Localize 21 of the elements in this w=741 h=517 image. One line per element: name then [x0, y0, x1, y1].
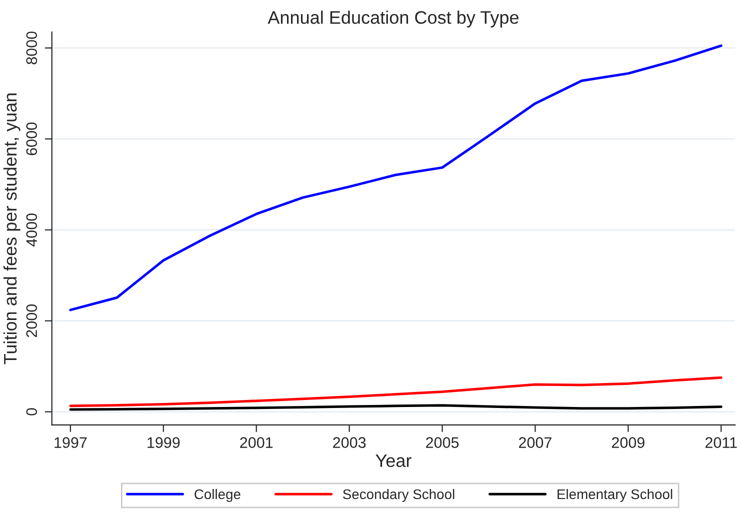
legend-label: Elementary School: [558, 488, 672, 502]
x-tick-label: 2003: [333, 437, 366, 448]
x-tick-label: 2001: [240, 437, 273, 448]
x-tick-label: 2005: [426, 437, 459, 448]
x-tick-label: 1997: [54, 437, 87, 448]
x-tick-label: 1999: [148, 437, 180, 448]
y-tick-label: 2000: [26, 304, 38, 338]
y-tick-label: 6000: [26, 122, 38, 156]
x-tick-label: 2009: [612, 437, 644, 448]
chart-title: Annual Education Cost by Type: [268, 10, 518, 28]
y-axis-title: Tuition and fees per student, yuan: [3, 94, 20, 364]
x-axis-title: Year: [376, 454, 412, 468]
y-tick-label: 8000: [26, 32, 38, 64]
y-tick-label: 0: [26, 408, 38, 416]
y-tick-label: 4000: [26, 213, 38, 247]
legend-label: College: [194, 488, 240, 502]
line-series: [69, 44, 722, 312]
legend-label: Secondary School: [343, 488, 454, 502]
line-series: [69, 376, 722, 408]
x-tick-label: 2007: [519, 437, 552, 448]
x-tick-label: 2011: [705, 437, 737, 448]
